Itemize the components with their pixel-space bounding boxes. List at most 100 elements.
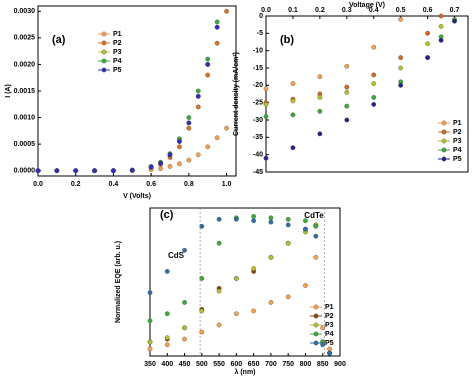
- y-tick-label: 0.0020: [14, 61, 36, 68]
- data-point: [344, 63, 350, 69]
- data-point: [199, 308, 205, 314]
- data-point: [147, 290, 153, 295]
- y-axis-label: Current density (mA/cm²): [233, 52, 240, 136]
- data-point: [320, 325, 326, 331]
- data-point: [371, 95, 377, 100]
- y-tick-label: -35: [253, 134, 263, 141]
- y-axis-label: Normalized EQE (arb. u.): [115, 241, 122, 323]
- legend-label: P1: [325, 304, 334, 311]
- x-tick-label: 0.8: [184, 181, 194, 188]
- data-point: [251, 308, 256, 314]
- x-tick-label: 350: [144, 361, 156, 368]
- data-point: [285, 294, 291, 300]
- data-point: [214, 24, 220, 30]
- legend-label: P4: [325, 331, 334, 338]
- data-point: [398, 82, 404, 88]
- data-point: [344, 103, 350, 109]
- y-tick-label: -45: [253, 169, 263, 176]
- data-point: [129, 167, 135, 173]
- data-point: [195, 93, 201, 99]
- data-point: [268, 219, 274, 225]
- data-point: [147, 346, 153, 352]
- data-point: [371, 44, 377, 50]
- legend-label: P2: [325, 313, 334, 320]
- legend-marker: [313, 322, 319, 328]
- data-point: [303, 226, 308, 232]
- data-point: [344, 117, 350, 123]
- data-point: [425, 41, 430, 47]
- legend-label: P1: [453, 120, 462, 127]
- x-tick-label: 0.5: [396, 7, 406, 14]
- legend-label: P3: [453, 138, 462, 145]
- y-tick-label: -20: [253, 82, 263, 89]
- data-point: [167, 164, 173, 169]
- y-tick-label: 0.0015: [14, 88, 36, 95]
- data-point: [164, 311, 170, 317]
- data-point: [263, 114, 269, 119]
- x-tick-label: 900: [334, 361, 346, 368]
- data-point: [224, 125, 229, 131]
- legend-marker: [441, 138, 447, 144]
- data-point: [195, 152, 201, 158]
- y-tick-label: 0.0025: [14, 35, 36, 42]
- x-tick-label: 450: [179, 361, 191, 368]
- annotation: CdS: [168, 251, 185, 260]
- legend-marker: [101, 40, 107, 46]
- x-tick-label: 0.0: [261, 7, 271, 14]
- y-tick-label: 0.0030: [14, 8, 36, 15]
- data-point: [398, 55, 404, 60]
- x-tick-label: 400: [161, 361, 173, 368]
- y-tick-label: -5: [257, 30, 263, 37]
- panel-label: (a): [52, 34, 66, 46]
- data-point: [251, 218, 256, 224]
- data-point: [182, 336, 187, 342]
- data-point: [234, 216, 239, 222]
- data-point: [92, 168, 97, 174]
- x-tick-label: 0.2: [315, 7, 325, 14]
- legend-label: P4: [113, 58, 122, 65]
- data-point: [313, 254, 319, 260]
- data-point: [398, 65, 404, 71]
- data-point: [313, 223, 319, 229]
- data-point: [290, 112, 296, 118]
- data-point: [251, 266, 256, 271]
- legend-label: P5: [325, 340, 334, 347]
- x-tick-label: 0.2: [71, 181, 81, 188]
- x-axis-label: V (Volts): [123, 193, 151, 200]
- data-point: [371, 81, 377, 86]
- data-point: [182, 300, 187, 305]
- data-point: [205, 72, 211, 78]
- data-point: [164, 335, 170, 341]
- data-point: [164, 269, 170, 274]
- x-tick-label: 0.3: [342, 7, 352, 14]
- data-point: [35, 168, 41, 174]
- data-point: [167, 152, 173, 158]
- data-point: [303, 218, 308, 224]
- legend-label: P4: [453, 147, 462, 154]
- data-point: [214, 135, 220, 141]
- legend-label: P5: [453, 156, 462, 163]
- legend-marker: [101, 58, 107, 64]
- y-tick-label: 0.0005: [14, 141, 36, 148]
- data-point: [111, 168, 116, 174]
- data-point: [148, 164, 154, 170]
- legend-label: P2: [453, 129, 462, 136]
- data-point: [158, 160, 163, 166]
- plot-frame: [149, 207, 341, 357]
- data-point: [303, 283, 308, 288]
- data-point: [317, 74, 323, 80]
- data-point: [195, 88, 201, 94]
- data-point: [327, 346, 332, 352]
- data-point: [216, 240, 222, 246]
- y-tick-label: 0: [259, 13, 263, 20]
- data-point: [177, 161, 182, 167]
- data-point: [73, 168, 79, 174]
- data-point: [438, 24, 444, 29]
- legend-marker: [101, 49, 107, 55]
- data-point: [320, 342, 326, 348]
- x-tick-label: 650: [248, 361, 260, 368]
- data-point: [290, 81, 296, 86]
- data-point: [452, 18, 457, 24]
- legend-marker: [313, 331, 319, 337]
- x-tick-label: 1.0: [222, 181, 232, 188]
